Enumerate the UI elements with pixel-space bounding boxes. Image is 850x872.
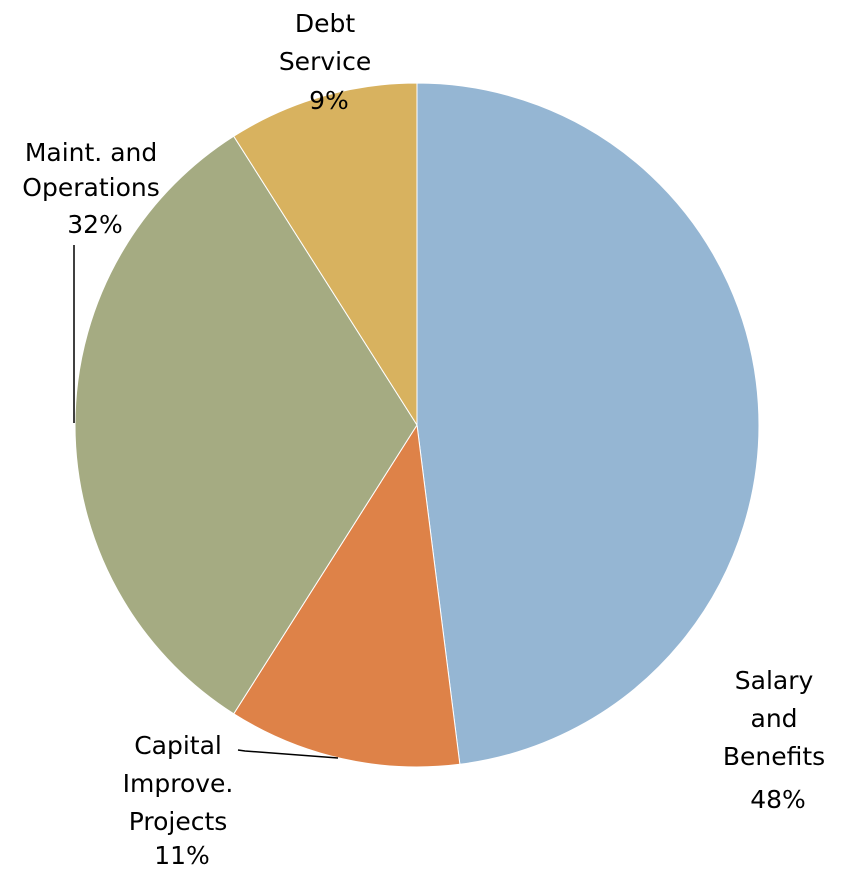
label-salary-value: 48%	[750, 785, 806, 814]
pie-slice-salary-and-benefits	[416, 82, 760, 765]
label-salary-line-1: Salary	[735, 666, 814, 695]
leader-line-capital-improve-projects	[237, 749, 339, 759]
label-debt-value: 9%	[309, 86, 349, 115]
leader-lines	[73, 245, 339, 759]
label-debt-line-2: Service	[279, 47, 371, 76]
label-maint-line-1: Maint. and	[25, 138, 157, 167]
pie-slice-debt-service	[233, 82, 418, 427]
label-debt-line-1: Debt	[295, 9, 356, 38]
label-debt-service: Debt Service 9%	[279, 9, 379, 115]
pie-slice-maint-and-operations	[74, 135, 418, 715]
label-salary-line-2: and	[751, 704, 798, 733]
label-maint-line-2: Operations	[22, 173, 159, 202]
label-capital-improve-projects: Capital Improve. Projects 11%	[123, 731, 242, 870]
label-capital-line-1: Capital	[134, 731, 222, 760]
label-salary-and-benefits: Salary and Benefits 48%	[723, 666, 833, 814]
data-labels: Salary and Benefits 48% Capital Improve.…	[22, 9, 833, 870]
label-maint-value: 32%	[67, 210, 123, 239]
pie-slices	[74, 82, 760, 768]
label-capital-line-2: Improve.	[123, 769, 234, 798]
pie-slice-capital-improve-projects	[233, 423, 461, 768]
label-capital-line-3: Projects	[129, 807, 228, 836]
label-maint-and-operations: Maint. and Operations 32%	[22, 138, 167, 239]
label-capital-value: 11%	[154, 841, 210, 870]
label-salary-line-3: Benefits	[723, 742, 825, 771]
